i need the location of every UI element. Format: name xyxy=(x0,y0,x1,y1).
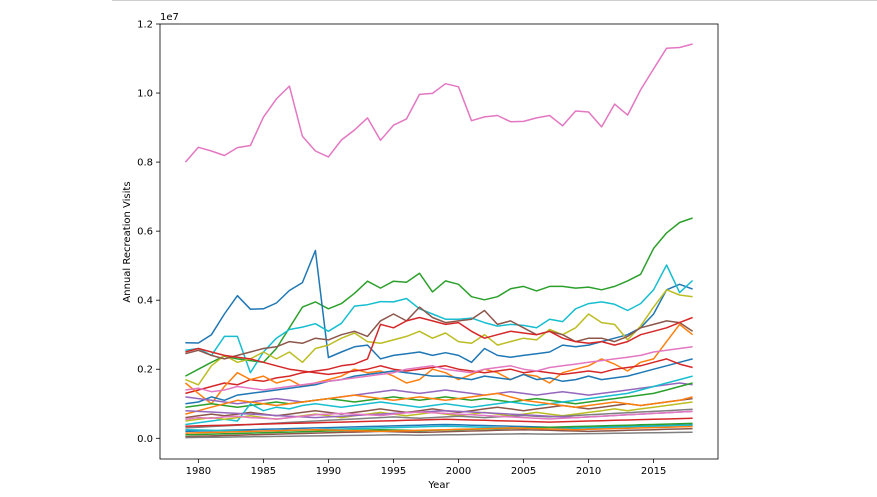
x-tick-label: 2015 xyxy=(641,466,666,477)
series-line-12 xyxy=(185,382,693,405)
series-line-26 xyxy=(185,431,693,439)
series-line-4 xyxy=(185,264,694,374)
x-tick-label: 2005 xyxy=(511,466,536,477)
x-tick-label: 1985 xyxy=(251,466,276,477)
plot-frame xyxy=(159,23,719,460)
y-tick-label: 0.8 xyxy=(137,158,153,169)
series-line-13 xyxy=(185,382,693,408)
y-axis-label: Annual Recreation Visits xyxy=(122,181,133,302)
x-tick-label: 1990 xyxy=(316,466,341,477)
y-tick-label: 0.4 xyxy=(137,296,153,307)
x-tick-label: 2000 xyxy=(446,466,471,477)
y-axis: 0.0 0.2 0.4 0.6 0.8 1.0 1.2 xyxy=(137,20,160,445)
series-line-21 xyxy=(185,410,693,421)
x-axis: 1980 1985 1990 1995 2000 2005 2010 2015 xyxy=(186,459,666,477)
y-tick-label: 0.0 xyxy=(137,434,153,445)
series-line-3 xyxy=(185,249,693,364)
y-tick-label: 1.2 xyxy=(137,20,153,31)
series-line-16 xyxy=(185,392,693,415)
series-line-11 xyxy=(185,346,693,393)
series-line-27 xyxy=(185,425,693,434)
x-axis-label: Year xyxy=(427,480,450,491)
series-line-8 xyxy=(184,323,694,405)
y-tick-label: 0.2 xyxy=(137,365,153,376)
series-layer xyxy=(184,43,694,439)
series-line-1 xyxy=(184,43,693,163)
y-tick-label: 0.6 xyxy=(137,227,153,238)
series-line-9 xyxy=(185,358,693,405)
top-border-line xyxy=(112,0,877,1)
series-line-24 xyxy=(185,427,693,438)
x-tick-label: 1995 xyxy=(381,466,406,477)
series-line-6 xyxy=(185,306,694,360)
x-tick-label: 1980 xyxy=(186,466,211,477)
y-offset-text: 1e7 xyxy=(160,12,179,23)
y-tick-label: 1.0 xyxy=(137,89,153,100)
series-line-23 xyxy=(185,417,693,427)
series-line-10 xyxy=(185,347,693,376)
series-line-15 xyxy=(185,375,693,426)
series-line-5 xyxy=(185,289,693,386)
x-tick-label: 2010 xyxy=(576,466,601,477)
